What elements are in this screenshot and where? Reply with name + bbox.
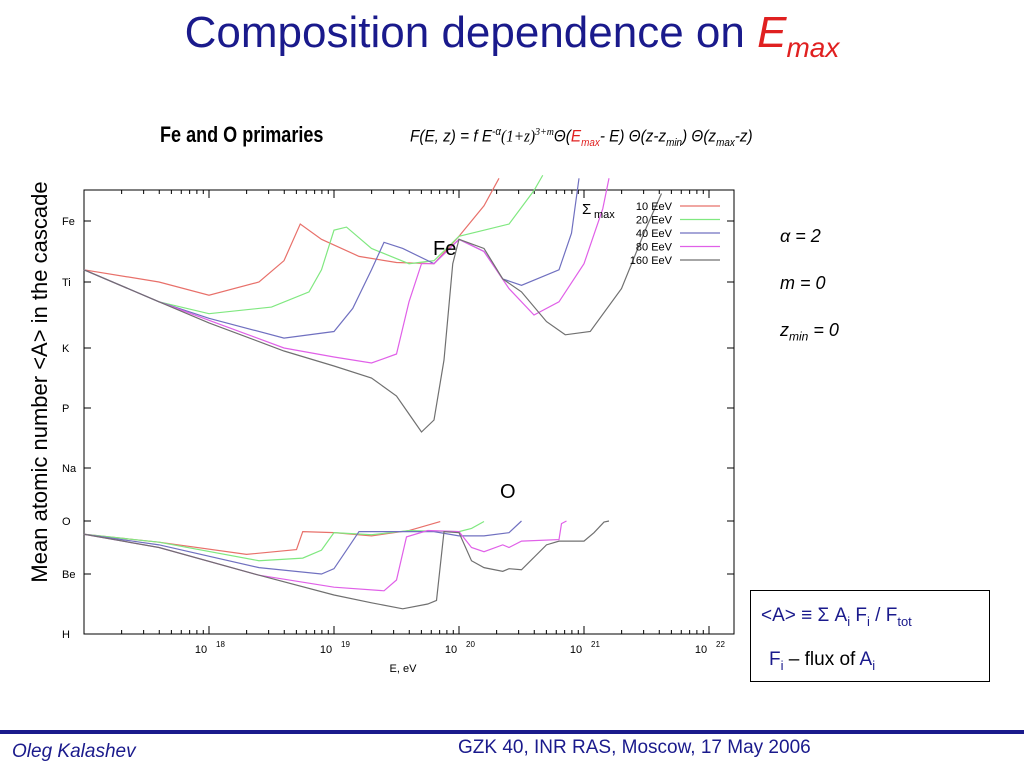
series-line-fe	[83, 178, 500, 296]
y-tick-label: O	[62, 516, 71, 528]
formula-theta1: Θ(	[553, 126, 571, 146]
definition-box: <A> ≡ Σ Ai Fi / Ftot Fi – flux of Ai	[750, 590, 990, 682]
series-line-o	[83, 521, 485, 562]
emax-var: E	[757, 8, 787, 57]
def-l1-c: / F	[869, 605, 898, 626]
series-line-fe	[83, 174, 544, 315]
param-zmin-sub: min	[789, 329, 809, 344]
series-line-fe	[83, 178, 610, 364]
definition-line-1: <A> ≡ Σ Ai Fi / Ftot	[761, 605, 912, 629]
def-l2-a: F	[769, 649, 781, 670]
legend-label: 160 EeV	[630, 255, 673, 267]
slide-title-text: Composition dependence on	[184, 8, 758, 57]
formula-zmax-sub: max	[716, 137, 735, 150]
def-l1-sub2: i	[867, 613, 870, 629]
param-zmin: zmin = 0	[780, 320, 839, 344]
x-tick-exponent: 20	[466, 640, 475, 649]
y-tick-label: P	[62, 403, 69, 415]
legend-label: 80 EeV	[636, 242, 673, 254]
formula-rest1: - E) Θ(z-z	[599, 126, 667, 146]
formula-emax-var: E	[570, 126, 582, 146]
def-l2-c: A	[859, 649, 873, 670]
legend-label: 40 EeV	[636, 228, 673, 240]
x-tick-exponent: 21	[591, 640, 600, 649]
param-zmin-var: z	[780, 320, 789, 340]
legend-label: 20 EeV	[636, 215, 673, 227]
param-alpha: α = 2	[780, 226, 821, 246]
definition-line-2: Fi – flux of Ai	[769, 649, 875, 673]
y-tick-label: Fe	[62, 216, 75, 228]
formula-exp2: 3+m	[535, 126, 554, 138]
y-tick-label: K	[62, 343, 70, 355]
y-tick-label: Be	[62, 569, 75, 581]
fe-annotation: Fe	[433, 238, 456, 260]
formula-emax-sub: max	[581, 137, 600, 150]
x-tick-label: 10	[195, 644, 207, 656]
formula-exp1: -α	[492, 126, 501, 138]
x-tick-exponent: 18	[216, 640, 225, 649]
formula-rest2: ) Θ(z	[682, 126, 717, 146]
x-tick-label: 10	[570, 644, 582, 656]
footer-event: GZK 40, INR RAS, Moscow, 17 May 2006	[458, 737, 811, 758]
y-tick-label: H	[62, 629, 70, 641]
formula-zmin-sub: min	[666, 137, 683, 150]
param-zmin-val: = 0	[808, 320, 839, 340]
series-line-fe	[83, 178, 580, 339]
series-line-fe	[83, 193, 663, 433]
x-tick-label: 10	[320, 644, 332, 656]
param-m: m = 0	[780, 273, 826, 293]
x-axis-label: E, eV	[390, 663, 418, 675]
series-line-o	[83, 520, 610, 610]
footer-divider	[0, 730, 1024, 734]
x-tick-exponent: 19	[341, 640, 350, 649]
series-line-o	[83, 520, 522, 575]
slide-title: Composition dependence on Emax	[0, 8, 1024, 64]
legend-title: Σ	[582, 201, 591, 218]
formula-mid1: (1+z)	[500, 126, 536, 146]
footer-author: Oleg Kalashev	[12, 741, 136, 762]
def-l2-b: – flux of	[783, 649, 860, 670]
x-tick-exponent: 22	[716, 640, 725, 649]
def-l1-sub1: i	[847, 613, 851, 629]
y-tick-label: Na	[62, 463, 77, 475]
def-l1-b: F	[850, 605, 867, 626]
flux-formula: F(E, z) = f E-α(1+z)3+mΘ(Emax- E) Θ(z-zm…	[410, 126, 753, 149]
legend-title-sub: max	[594, 209, 615, 221]
series-line-o	[83, 520, 567, 592]
x-tick-label: 10	[695, 644, 707, 656]
y-tick-label: Ti	[62, 277, 71, 289]
emax-symbol: Emax	[757, 8, 839, 63]
formula-rest3: -z)	[734, 126, 753, 146]
def-l1-a: <A> ≡ Σ A	[761, 605, 848, 626]
subheading: Fe and O primaries	[160, 122, 324, 147]
legend-label: 10 EeV	[636, 201, 673, 213]
formula-lhs: F(E, z) = f E	[410, 126, 493, 146]
x-tick-label: 10	[445, 644, 457, 656]
def-l2-sub1: i	[780, 657, 784, 673]
series-line-o	[83, 520, 441, 555]
def-l1-sub3: tot	[897, 613, 912, 629]
o-annotation: O	[500, 481, 516, 503]
def-l2-sub2: i	[872, 657, 876, 673]
emax-sub: max	[786, 31, 840, 63]
